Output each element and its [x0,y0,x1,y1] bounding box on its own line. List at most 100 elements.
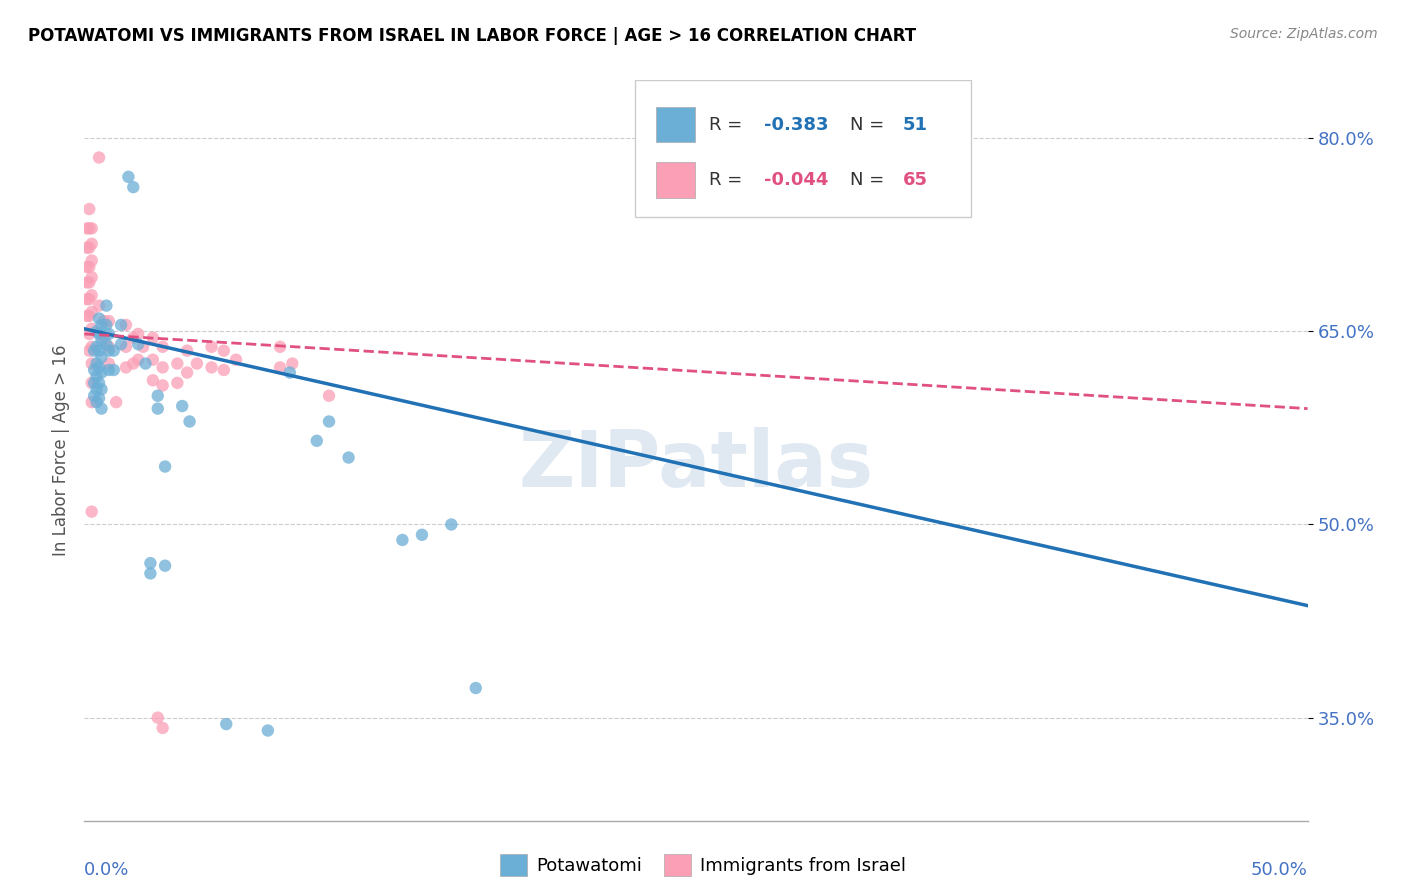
Point [93,331,115,345]
Point [90,382,112,396]
Point [97,314,120,328]
Point [80,395,103,409]
Point [153,558,176,573]
Point [86,369,108,384]
Point [86,340,108,354]
Text: -0.044: -0.044 [765,171,830,189]
Point [97,363,120,377]
Point [86,357,108,371]
Point [115,360,138,375]
Point [172,399,194,413]
Point [86,324,108,338]
Point [86,395,108,409]
Point [83,343,105,358]
Point [122,180,145,194]
Text: 0.0%: 0.0% [84,862,129,880]
FancyBboxPatch shape [636,80,972,218]
Point [212,343,235,358]
Point [77,260,100,274]
Text: Source: ZipAtlas.com: Source: ZipAtlas.com [1230,27,1378,41]
Point [87,376,110,390]
FancyBboxPatch shape [655,107,695,143]
Point [97,340,120,354]
Point [142,373,165,387]
Point [97,326,120,341]
Point [305,434,328,448]
Point [215,717,238,731]
Point [80,221,103,235]
Point [87,151,110,165]
Point [212,363,235,377]
Point [87,299,110,313]
Point [77,221,100,235]
Point [80,253,103,268]
Point [117,169,139,184]
Point [269,340,291,354]
Point [278,366,301,380]
Point [139,556,162,570]
Point [93,314,115,328]
Point [110,337,132,351]
Point [440,517,463,532]
Point [337,450,360,465]
Point [83,389,105,403]
Text: 50.0%: 50.0% [1251,862,1308,880]
Point [176,343,198,358]
Point [122,331,145,345]
Point [96,299,118,313]
Point [127,352,149,367]
Point [152,360,174,375]
Point [127,326,149,341]
Point [87,343,110,358]
Point [90,366,112,380]
Point [87,392,110,406]
Point [318,415,340,429]
Point [87,326,110,341]
Point [146,401,169,416]
Text: R =: R = [710,171,748,189]
Point [87,311,110,326]
Point [80,322,103,336]
Point [86,382,108,396]
Point [76,292,98,306]
Point [127,337,149,351]
Text: 65: 65 [903,171,928,189]
Point [77,202,100,216]
Point [166,376,188,390]
Point [90,318,112,332]
Point [318,389,340,403]
Point [97,357,120,371]
Point [200,360,222,375]
Point [186,357,208,371]
Point [80,376,103,390]
Point [80,236,103,251]
Point [411,528,433,542]
Text: R =: R = [710,116,748,134]
Point [103,343,125,358]
Point [77,326,100,341]
Point [77,309,100,323]
Point [77,276,100,290]
Point [97,343,120,358]
Point [96,337,118,351]
Point [87,360,110,375]
Point [146,389,169,403]
Point [80,305,103,319]
Point [152,721,174,735]
Point [77,343,100,358]
Point [110,318,132,332]
Point [139,566,162,581]
Point [105,395,128,409]
Text: -0.383: -0.383 [765,116,830,134]
Point [80,270,103,285]
Point [80,288,103,302]
Point [80,357,103,371]
Point [90,350,112,364]
Point [257,723,280,738]
Point [179,415,201,429]
Point [76,221,98,235]
Point [96,318,118,332]
Point [115,318,138,332]
Point [142,352,165,367]
Point [80,340,103,354]
